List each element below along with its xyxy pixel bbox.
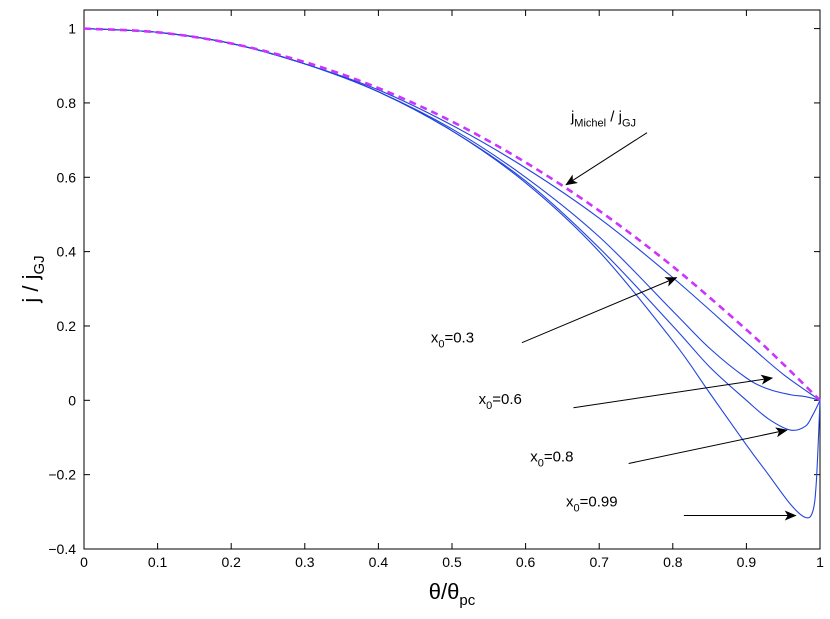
y-tick-label: −0.4 bbox=[48, 541, 76, 557]
annotation-arrow bbox=[628, 427, 788, 464]
y-tick-label: 0.8 bbox=[57, 95, 77, 111]
annotation-label: x0=0.3 bbox=[431, 330, 474, 351]
x-tick-label: 0.2 bbox=[221, 554, 241, 570]
annotation-arrow bbox=[521, 277, 678, 344]
x-tick-label: 0.7 bbox=[589, 554, 609, 570]
annotation-label: x0=0.6 bbox=[479, 391, 522, 412]
x-tick-label: 0.4 bbox=[369, 554, 389, 570]
x-tick-label: 0.9 bbox=[737, 554, 757, 570]
x-axis-label: θ/θpc bbox=[429, 579, 476, 609]
annotation-layer: jMichel / jGJ x0=0.3 x0=0.6 x0=0.8 x0=0.99 bbox=[431, 109, 797, 521]
series-line-j-michel-j-gj bbox=[83, 27, 821, 402]
annotation-label: x0=0.99 bbox=[566, 493, 618, 514]
series-layer bbox=[83, 27, 821, 519]
x-tick-label: 0.6 bbox=[516, 554, 536, 570]
x-tick-label: 0.8 bbox=[663, 554, 683, 570]
annotation-label: jMichel / jGJ bbox=[570, 109, 636, 130]
y-tick-label: 0 bbox=[68, 392, 76, 408]
series-line-x0-0-99 bbox=[83, 28, 821, 519]
y-tick-label: −0.2 bbox=[48, 467, 76, 483]
x-tick-label: 0.1 bbox=[148, 554, 168, 570]
annotation-arrow bbox=[573, 374, 774, 409]
annotation-label: x0=0.8 bbox=[530, 449, 573, 470]
y-axis-label: j / jGJ bbox=[18, 255, 48, 303]
x-tick-label: 0.3 bbox=[295, 554, 315, 570]
y-tick-label: 1 bbox=[68, 21, 76, 37]
axis-ticks: 0 0.1 0.2 0.3 0.4 0.5 0.6 0.7 0.8 0.9 1 −0.4 −0.2 0 0.… bbox=[48, 10, 824, 570]
x-tick-label: 0.5 bbox=[442, 554, 462, 570]
y-tick-label: 0.2 bbox=[57, 318, 77, 334]
y-tick-label: 0.6 bbox=[57, 169, 77, 185]
x-tick-label: 1 bbox=[816, 554, 824, 570]
y-tick-label: 0.4 bbox=[57, 244, 77, 260]
x-tick-label: 0 bbox=[80, 554, 88, 570]
annotation-arrow bbox=[565, 132, 648, 186]
plot-area-frame bbox=[83, 9, 821, 550]
